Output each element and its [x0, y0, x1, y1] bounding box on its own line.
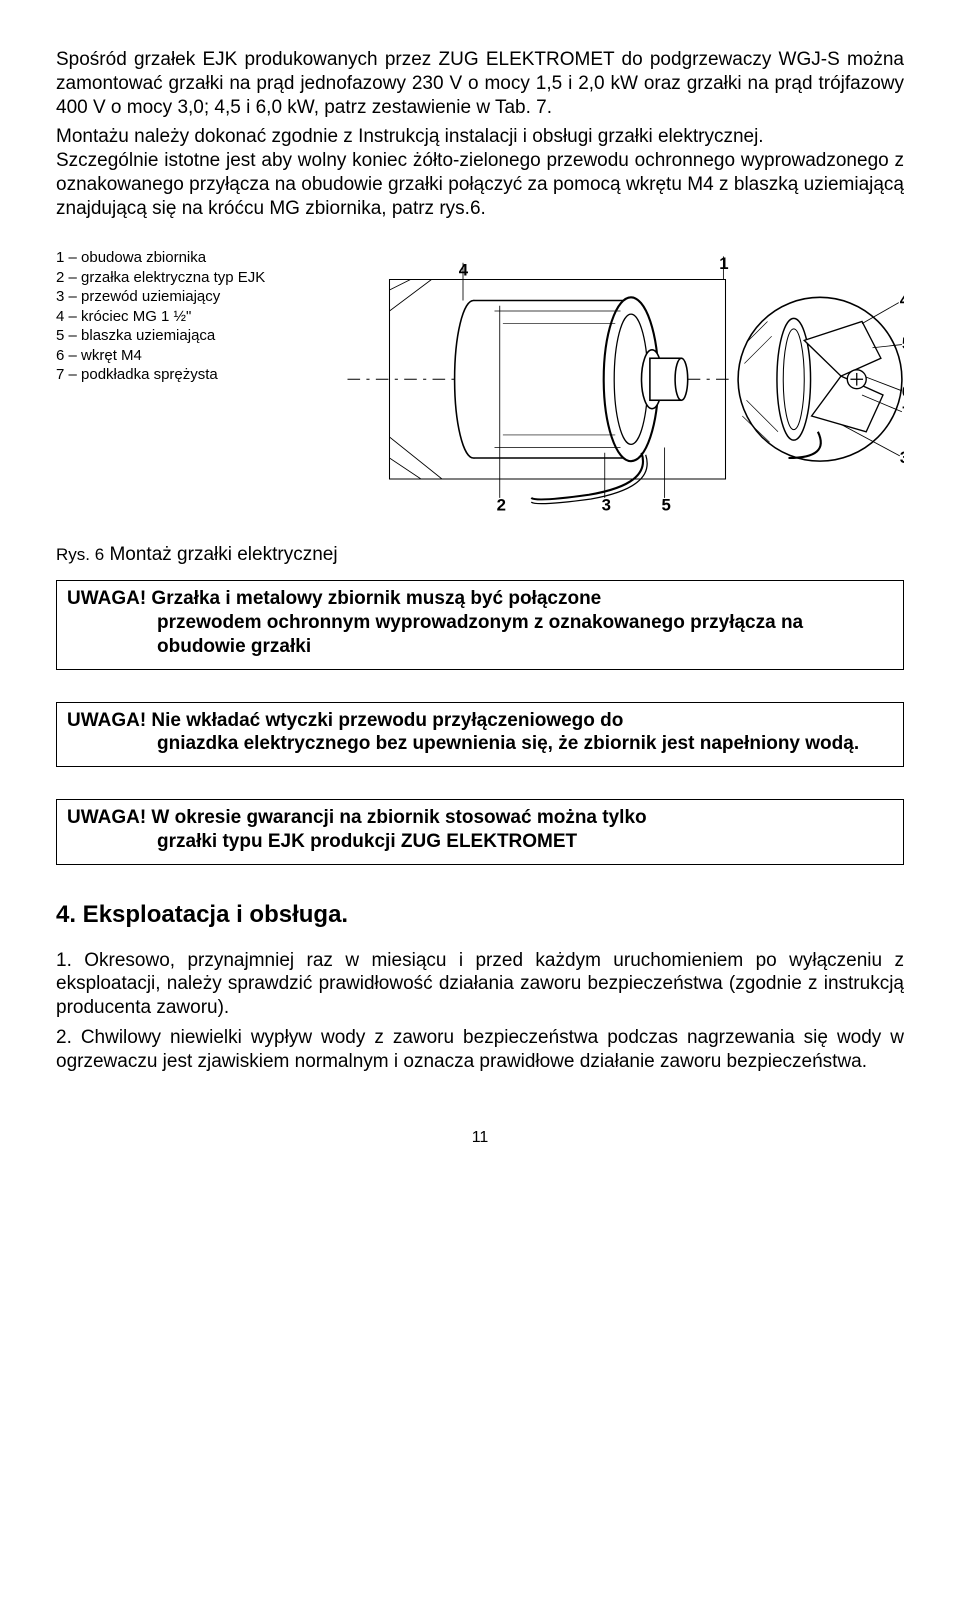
warning-text-rest: gniazdka elektrycznego bez upewnienia si…	[67, 732, 893, 756]
intro-paragraph-3: Szczególnie istotne jest aby wolny konie…	[56, 149, 904, 220]
warning-text-rest: przewodem ochronnym wyprowadzonym z ozna…	[67, 611, 893, 659]
legend-item: 7 – podkładka sprężysta	[56, 365, 296, 385]
callout-1: 1	[719, 254, 728, 273]
section-heading: 4. Eksploatacja i obsługa.	[56, 901, 904, 929]
legend-item: 3 – przewód uziemiający	[56, 287, 296, 307]
warning-text-first: Nie wkładać wtyczki przewodu przyłączeni…	[146, 710, 623, 731]
warning-box-1: UWAGA! Grzałka i metalowy zbiornik muszą…	[56, 580, 904, 669]
body-paragraph-2: 2. Chwilowy niewielki wypływ wody z zawo…	[56, 1026, 904, 1074]
callout-5: 5	[661, 496, 670, 511]
legend-item: 1 – obudowa zbiornika	[56, 248, 296, 268]
legend-item: 5 – blaszka uziemiająca	[56, 326, 296, 346]
figure-legend: 1 – obudowa zbiornika 2 – grzałka elektr…	[56, 248, 296, 385]
callout-3b: 3	[900, 449, 904, 468]
legend-item: 2 – grzałka elektryczna typ EJK	[56, 268, 296, 288]
warning-text-first: W okresie gwarancji na zbiornik stosować…	[146, 807, 646, 828]
caption-text: Montaż grzałki elektrycznej	[104, 544, 337, 565]
warning-text-first: Grzałka i metalowy zbiornik muszą być po…	[146, 588, 601, 609]
legend-item: 6 – wkręt M4	[56, 346, 296, 366]
heater-mount-diagram: 2 3 5 1 4	[316, 248, 904, 511]
warning-box-3: UWAGA! W okresie gwarancji na zbiornik s…	[56, 799, 904, 865]
callout-2: 2	[497, 496, 506, 511]
callout-4: 4	[459, 261, 469, 280]
intro-paragraph-2: Montażu należy dokonać zgodnie z Instruk…	[56, 125, 904, 149]
warning-box-2: UWAGA! Nie wkładać wtyczki przewodu przy…	[56, 702, 904, 768]
callout-5b: 5	[902, 334, 904, 353]
caption-prefix: Rys. 6	[56, 545, 104, 564]
page-number: 11	[56, 1129, 904, 1147]
figure-caption: Rys. 6 Montaż grzałki elektrycznej	[56, 544, 904, 566]
callout-4b: 4	[900, 291, 904, 310]
warning-label: UWAGA!	[67, 807, 146, 828]
body-paragraph-1: 1. Okresowo, przynajmniej raz w miesiącu…	[56, 949, 904, 1020]
callout-7: 7	[902, 403, 904, 422]
legend-item: 4 – króciec MG 1 ½"	[56, 307, 296, 327]
warning-label: UWAGA!	[67, 588, 146, 609]
callout-6: 6	[902, 382, 904, 401]
callout-3: 3	[602, 496, 611, 511]
warning-label: UWAGA!	[67, 710, 146, 731]
figure-block: 1 – obudowa zbiornika 2 – grzałka elektr…	[56, 248, 904, 516]
warning-text-rest: grzałki typu EJK produkcji ZUG ELEKTROME…	[67, 830, 893, 854]
figure-diagram: 2 3 5 1 4	[316, 248, 904, 516]
intro-paragraph-1: Spośród grzałek EJK produkowanych przez …	[56, 48, 904, 119]
